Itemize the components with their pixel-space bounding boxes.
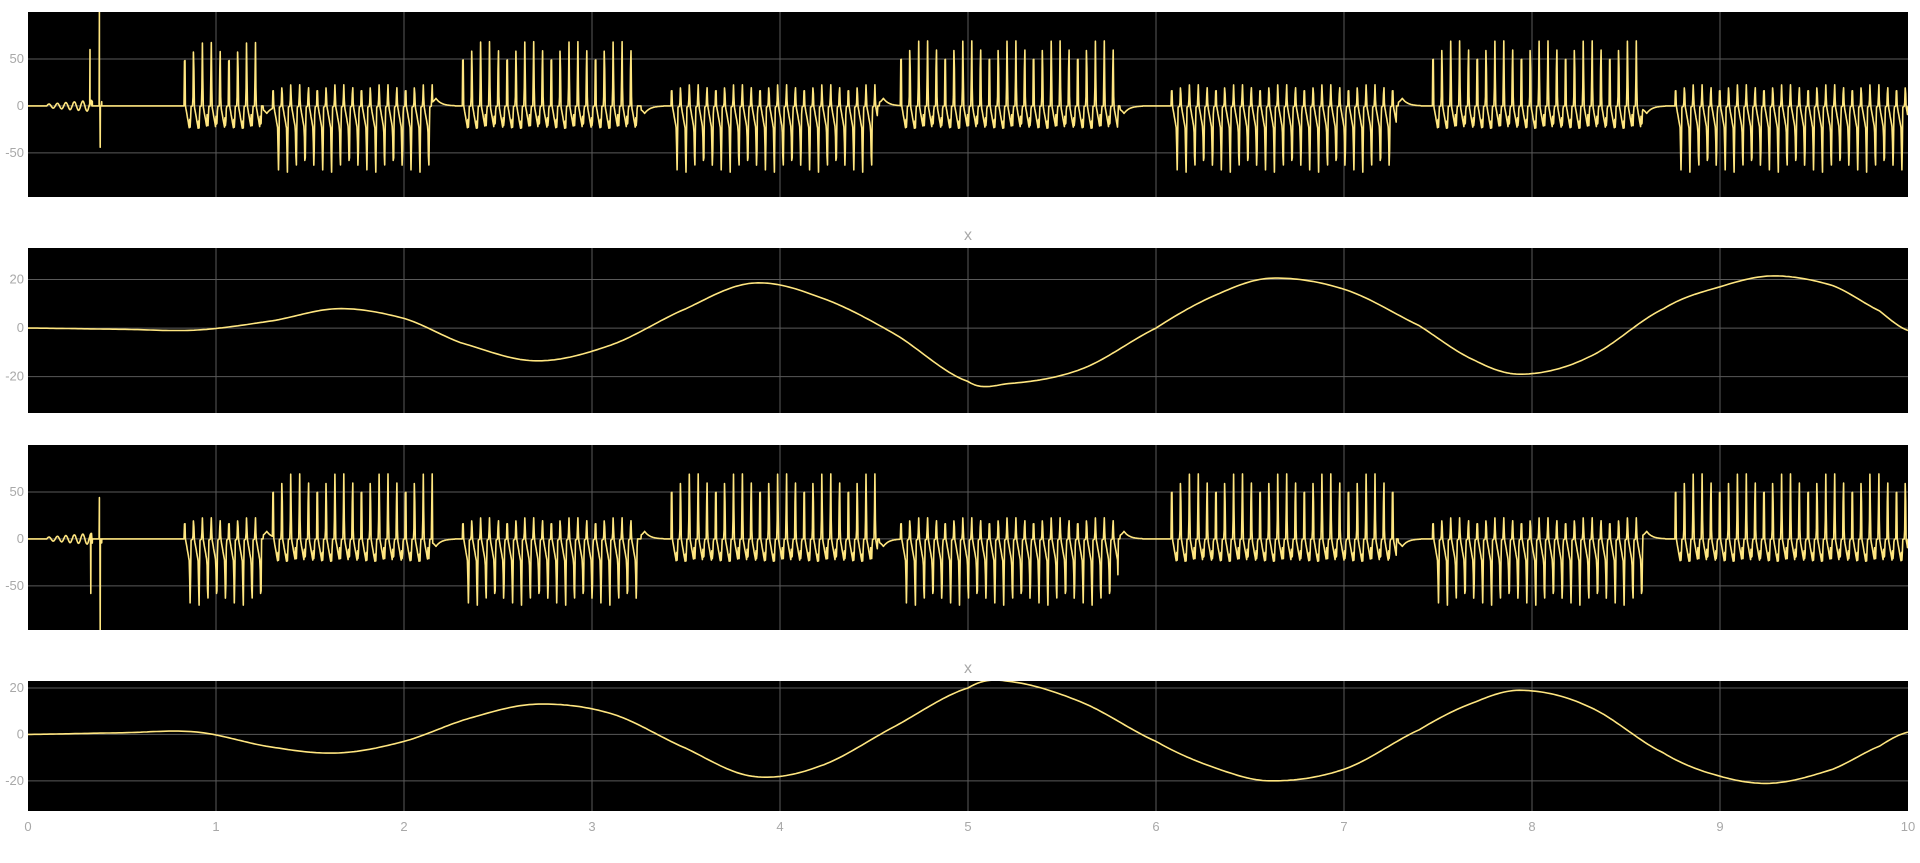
scope-panel-1: 50 0 -50: [5, 12, 1908, 197]
x-tick-label: 5: [964, 819, 971, 834]
x-tick-label: 0: [24, 819, 31, 834]
y-tick-label: -20: [5, 773, 24, 788]
scope-panel-2: x 20 0 -20: [5, 227, 1908, 413]
signal-trace: [28, 681, 1908, 785]
scope-panel-3: 50 0 -50: [5, 445, 1908, 630]
panel-title: x: [964, 227, 972, 244]
x-tick-label: 7: [1340, 819, 1347, 834]
y-tick-label: 0: [17, 531, 24, 546]
x-tick-label: 10: [1901, 819, 1915, 834]
y-tick-label: -50: [5, 578, 24, 593]
signal-trace: [28, 473, 1908, 630]
y-tick-label: 0: [17, 320, 24, 335]
x-tick-label: 8: [1528, 819, 1535, 834]
x-tick-label: 1: [212, 819, 219, 834]
x-tick-label: 3: [588, 819, 595, 834]
panel-title: x: [964, 660, 972, 677]
signal-trace: [28, 275, 1908, 388]
signal-trace: [28, 12, 1908, 173]
x-tick-label: 6: [1152, 819, 1159, 834]
y-tick-label: 50: [10, 484, 24, 499]
y-tick-label: 0: [17, 726, 24, 741]
y-tick-label: -50: [5, 145, 24, 160]
y-tick-label: 20: [10, 272, 24, 287]
y-tick-label: 0: [17, 98, 24, 113]
y-tick-label: 20: [10, 680, 24, 695]
scope-panel-4: x 20 0 -20 0 1 2 3 4 5 6 7 8 9 10: [5, 660, 1915, 834]
x-tick-label: 4: [776, 819, 783, 834]
y-tick-label: -20: [5, 369, 24, 384]
x-tick-label: 9: [1716, 819, 1723, 834]
x-tick-label: 2: [400, 819, 407, 834]
y-tick-label: 50: [10, 51, 24, 66]
